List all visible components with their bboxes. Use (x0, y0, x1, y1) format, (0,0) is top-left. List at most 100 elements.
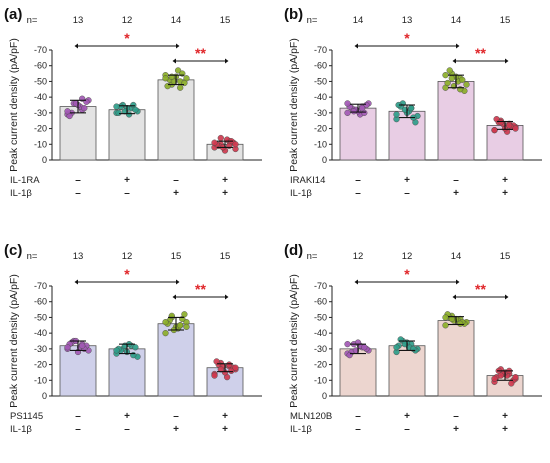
n-prefix: n= (307, 251, 318, 262)
y-tick-label: -10 (314, 375, 327, 385)
condition-sign: + (502, 411, 508, 422)
data-point (211, 372, 218, 379)
significance-label: ** (195, 45, 206, 61)
y-axis-title: Peak current density (pA/pF) (288, 38, 300, 172)
y-tick-label: -20 (34, 124, 47, 134)
condition-sign: + (222, 411, 228, 422)
data-point (217, 134, 224, 142)
data-point (177, 322, 184, 329)
data-point (64, 344, 71, 351)
data-point (232, 141, 239, 148)
n-prefix: n= (27, 15, 38, 26)
n-value: 15 (220, 251, 231, 262)
n-value: 12 (122, 15, 133, 26)
y-tick-label: -30 (34, 344, 47, 354)
n-prefix: n= (307, 15, 318, 26)
panel-label: (d) (284, 242, 303, 259)
y-tick-label: -50 (314, 312, 327, 322)
data-point (512, 125, 519, 132)
significance-arrow (225, 58, 229, 64)
data-point (393, 344, 400, 351)
significance-arrow (176, 43, 180, 49)
data-point (64, 108, 71, 115)
data-point (162, 329, 169, 337)
condition-sign: + (124, 411, 130, 422)
n-prefix: n= (27, 251, 38, 262)
significance-arrow (452, 58, 456, 64)
data-point (444, 79, 451, 87)
y-tick-label: -30 (314, 108, 327, 118)
bar (339, 348, 377, 397)
panel-b: (b) n= 14 13 14 15 -70 -60 -50 -40 -30 -20 -10 0 Peak … (284, 6, 542, 199)
data-point (493, 115, 500, 123)
significance-arrow (354, 279, 358, 285)
condition-name: IL-1β (10, 188, 32, 199)
y-tick-label: 0 (322, 155, 327, 165)
y-tick-label: -70 (314, 45, 327, 55)
condition-sign: – (453, 411, 459, 422)
condition-name: IRAKI14 (290, 175, 325, 186)
condition-sign: – (124, 424, 130, 435)
data-point (363, 101, 370, 109)
n-value: 14 (353, 15, 364, 26)
data-point (401, 106, 409, 113)
condition-sign: – (124, 188, 130, 199)
data-point (81, 104, 88, 112)
significance-label: ** (475, 45, 486, 61)
y-tick-label: -60 (314, 61, 327, 71)
n-value: 14 (451, 251, 462, 262)
condition-sign: + (222, 188, 228, 199)
data-point (113, 103, 120, 110)
condition-sign: + (502, 424, 508, 435)
panel-c: (c) n= 13 12 15 15 -70 -60 -50 -40 -30 -20 -10 0 Peak … (4, 242, 262, 435)
data-point (344, 340, 351, 348)
y-axis-title: Peak current density (pA/pF) (288, 274, 300, 408)
significance-arrow (505, 58, 509, 64)
significance-label: * (404, 30, 410, 46)
n-value: 13 (73, 251, 84, 262)
condition-name: MLN120B (290, 411, 332, 422)
n-value: 15 (220, 15, 231, 26)
n-value: 15 (500, 251, 511, 262)
condition-sign: – (75, 175, 81, 186)
data-point (506, 122, 513, 129)
significance-arrow (456, 43, 460, 49)
data-point (79, 342, 86, 349)
condition-name: IL-1β (290, 188, 312, 199)
significance-arrow (505, 294, 509, 300)
data-point (113, 347, 120, 354)
y-axis-title: Peak current density (pA/pF) (8, 274, 20, 408)
y-tick-label: -10 (34, 139, 47, 149)
y-tick-label: 0 (42, 391, 47, 401)
data-point (183, 323, 190, 331)
data-point (361, 344, 368, 351)
significance-arrow (354, 43, 358, 49)
data-point (442, 314, 449, 321)
data-point (442, 71, 449, 79)
significance-label: ** (195, 281, 206, 297)
y-tick-label: -40 (34, 328, 47, 338)
bar (339, 107, 377, 161)
condition-sign: + (453, 188, 459, 199)
y-tick-label: -60 (34, 297, 47, 307)
data-point (228, 367, 235, 375)
panel-label: (a) (4, 6, 22, 23)
data-point (497, 119, 504, 126)
y-tick-label: 0 (42, 155, 47, 165)
data-point (497, 372, 504, 379)
data-point (177, 84, 184, 91)
data-point (448, 75, 455, 82)
y-tick-label: -70 (34, 281, 47, 291)
data-point (132, 344, 139, 351)
y-tick-label: -60 (34, 61, 47, 71)
y-tick-label: -50 (314, 76, 327, 86)
y-tick-label: -40 (314, 92, 327, 102)
data-point (457, 320, 464, 327)
y-tick-label: -20 (314, 360, 327, 370)
y-tick-label: -20 (314, 124, 327, 134)
condition-sign: – (404, 188, 410, 199)
significance-arrow (452, 294, 456, 300)
significance-label: * (124, 266, 130, 282)
significance-arrow (172, 294, 176, 300)
